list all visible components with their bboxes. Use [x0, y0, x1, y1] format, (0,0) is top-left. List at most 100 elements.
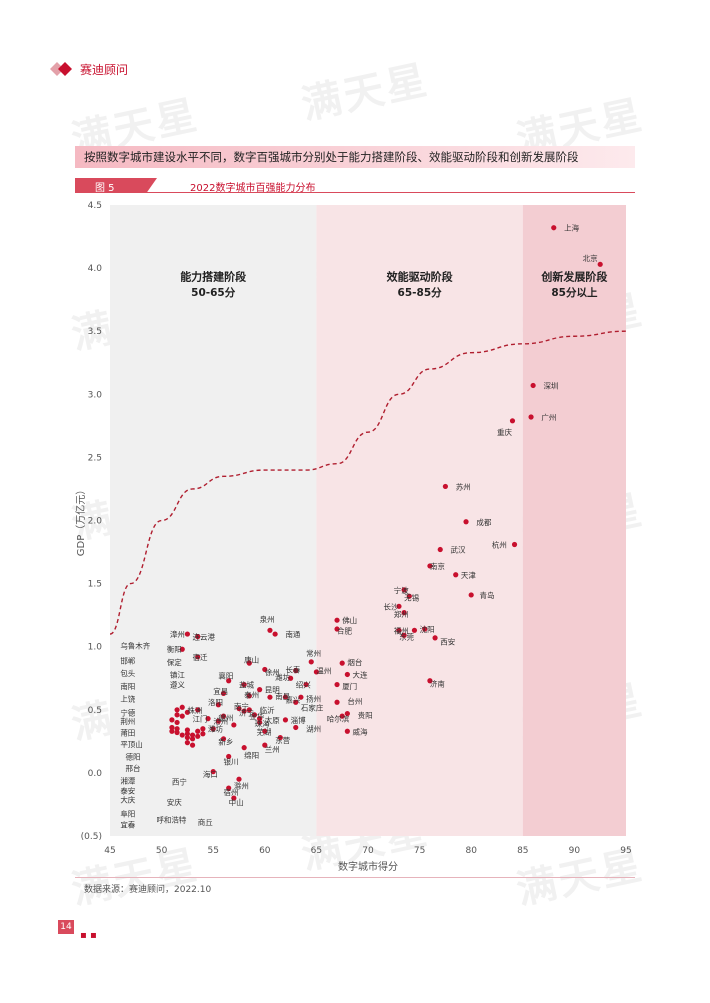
point-label: 中山 [229, 797, 244, 807]
data-point [174, 712, 180, 718]
y-tick-label: 0.5 [88, 706, 102, 716]
data-point [169, 728, 175, 734]
point-label: 东莞 [399, 632, 414, 642]
point-label: 西安 [440, 637, 455, 647]
point-label: 宁德 [120, 707, 135, 717]
data-point [597, 261, 603, 267]
data-point [226, 753, 232, 760]
data-point [422, 626, 428, 632]
data-point [210, 769, 216, 775]
point-label: 邯郸 [120, 656, 135, 666]
point-label: 长沙 [383, 601, 398, 611]
point-label: 南通 [285, 629, 300, 639]
point-label: 海口 [203, 769, 218, 779]
zone-range: 85分以上 [551, 286, 598, 299]
data-point [334, 617, 340, 623]
data-point [432, 635, 438, 641]
data-point [236, 705, 242, 712]
zone-range: 50-65分 [191, 286, 236, 299]
point-label: 赣州 [218, 712, 233, 722]
data-point [251, 712, 258, 718]
point-label: 扬州 [306, 693, 321, 703]
data-point [282, 717, 289, 723]
data-point [226, 785, 232, 791]
page-dots: ▪ ▪ [80, 930, 97, 941]
point-label: 上饶 [120, 693, 135, 703]
data-point [200, 731, 206, 737]
data-point [189, 732, 196, 738]
data-point [396, 603, 402, 609]
point-label: 南昌 [275, 691, 290, 701]
point-label: 沈阳 [420, 624, 435, 634]
data-point [339, 713, 345, 719]
data-point [272, 631, 278, 637]
point-label: 威海 [353, 726, 368, 736]
y-tick-label: 2.5 [88, 453, 102, 463]
point-label: 漳州 [170, 629, 185, 639]
figure-rule [75, 192, 635, 193]
data-point [200, 726, 206, 732]
x-tick-label: 45 [104, 846, 115, 856]
data-point [406, 593, 412, 599]
data-point [334, 626, 340, 632]
point-label: 荆州 [120, 716, 135, 726]
point-label: 襄阳 [218, 671, 233, 681]
data-point [195, 634, 201, 640]
data-point [282, 694, 289, 700]
data-point [262, 742, 268, 748]
data-point [277, 734, 283, 741]
y-tick-label: 2.0 [88, 517, 103, 527]
point-label: 石家庄 [301, 702, 324, 712]
data-point [437, 546, 443, 553]
point-label: 绍兴 [296, 680, 311, 690]
point-label: 邢台 [125, 763, 140, 773]
point-label: 湘潭 [120, 776, 135, 785]
y-tick-label: 4.0 [88, 264, 103, 274]
x-tick-label: 55 [207, 846, 218, 856]
point-label: 呼和浩特 [156, 815, 186, 825]
data-point [174, 719, 180, 726]
point-label: 兰州 [265, 744, 280, 754]
x-tick-label: 60 [259, 846, 271, 856]
data-point [509, 418, 516, 424]
point-label: 天津 [461, 571, 476, 580]
point-label: 徐州 [265, 667, 280, 677]
data-point [184, 731, 190, 737]
y-axis-label: GDP（万亿元） [74, 485, 87, 556]
data-point [427, 678, 433, 684]
zone-range: 65-85分 [398, 286, 443, 299]
data-point [231, 722, 237, 728]
point-label: 太原 [265, 715, 280, 725]
point-label: 连云港 [193, 632, 216, 642]
point-label: 北京 [583, 253, 598, 263]
data-point [195, 733, 201, 739]
data-point [334, 699, 340, 705]
point-label: 济宁 [239, 707, 254, 717]
point-label: 洛阳 [208, 697, 223, 707]
data-point [205, 716, 211, 722]
point-label: 广州 [541, 412, 556, 422]
data-point [231, 795, 237, 801]
data-point [169, 717, 175, 723]
point-label: 淄博 [291, 715, 306, 725]
point-label: 西宁 [172, 777, 187, 787]
data-point [293, 699, 299, 705]
point-label: 常州 [306, 649, 321, 658]
figure-tag [75, 178, 157, 192]
page-number: 14 [58, 920, 74, 934]
x-tick-label: 95 [620, 846, 631, 856]
y-tick-label: 0.0 [88, 769, 103, 779]
x-tick-label: 65 [311, 846, 322, 856]
y-tick-label: (0.5) [81, 832, 102, 842]
point-label: 绵阳 [244, 750, 259, 760]
brand-logo-icon [50, 62, 72, 76]
point-label: 金华 [249, 711, 264, 721]
point-label: 青岛 [479, 590, 494, 600]
data-point [179, 704, 185, 710]
point-label: 台州 [347, 696, 362, 706]
data-point [241, 745, 247, 751]
data-point [184, 740, 190, 746]
x-axis-label: 数字城市得分 [338, 860, 398, 873]
point-label: 重庆 [497, 427, 512, 437]
point-label: 滁州 [234, 781, 249, 791]
